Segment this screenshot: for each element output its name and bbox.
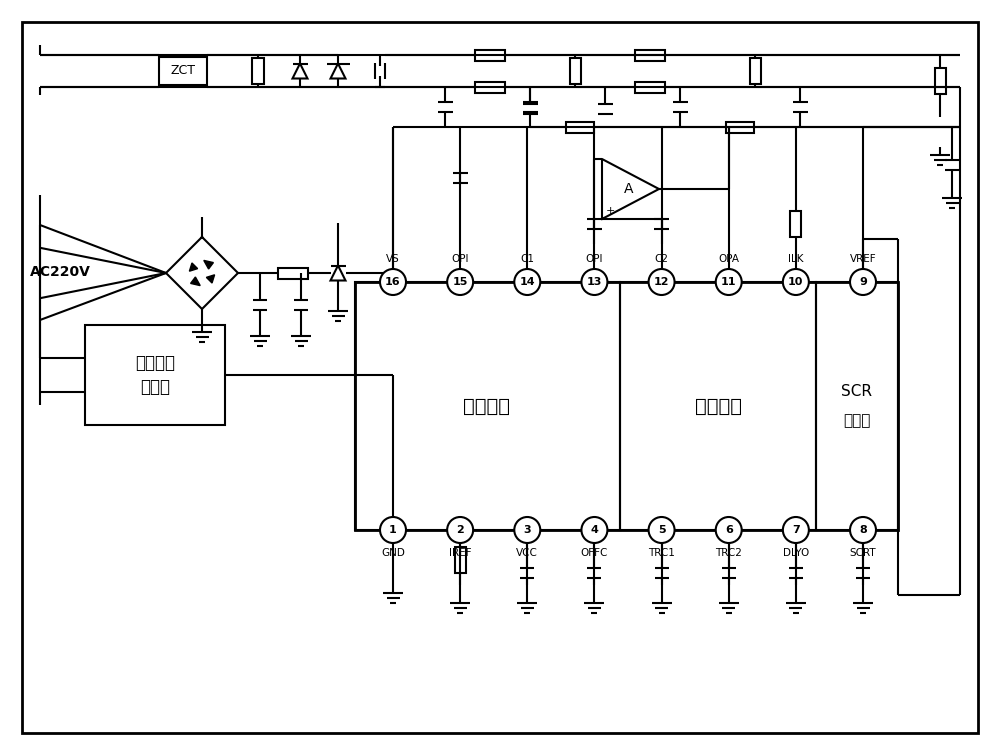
- Text: 11: 11: [721, 277, 736, 287]
- Text: VCC: VCC: [516, 548, 538, 558]
- Bar: [566, 122, 594, 132]
- Circle shape: [581, 269, 607, 295]
- Text: 3: 3: [523, 525, 531, 535]
- Text: IREF: IREF: [449, 548, 471, 558]
- Bar: [475, 82, 505, 93]
- Text: 12: 12: [654, 277, 669, 287]
- Text: 2: 2: [456, 525, 464, 535]
- Polygon shape: [204, 260, 213, 269]
- Polygon shape: [189, 263, 198, 271]
- Circle shape: [649, 269, 675, 295]
- Text: TRC1: TRC1: [648, 548, 675, 558]
- Text: ILK: ILK: [788, 254, 804, 264]
- Text: C2: C2: [655, 254, 669, 264]
- Circle shape: [649, 517, 675, 543]
- Text: OPI: OPI: [451, 254, 469, 264]
- Text: 7: 7: [792, 525, 800, 535]
- Bar: [355, 282, 898, 530]
- Text: 5: 5: [658, 525, 665, 535]
- Text: 漏电检测: 漏电检测: [694, 396, 742, 415]
- Bar: [252, 58, 264, 84]
- Text: 电源电路: 电源电路: [464, 396, 511, 415]
- Text: OFFC: OFFC: [581, 548, 608, 558]
- Text: C1: C1: [520, 254, 534, 264]
- Text: VREF: VREF: [850, 254, 876, 264]
- Bar: [816, 282, 898, 530]
- Text: 4: 4: [590, 525, 598, 535]
- Circle shape: [380, 517, 406, 543]
- Text: SCRT: SCRT: [850, 548, 876, 558]
- Bar: [85, 325, 225, 425]
- Bar: [750, 58, 761, 84]
- Text: A: A: [624, 182, 633, 196]
- Circle shape: [514, 269, 540, 295]
- Text: 13: 13: [587, 277, 602, 287]
- Polygon shape: [191, 277, 200, 285]
- Text: AC220V: AC220V: [30, 266, 91, 279]
- Bar: [790, 211, 801, 237]
- Circle shape: [447, 269, 473, 295]
- Bar: [570, 58, 580, 84]
- Text: 分合闸操: 分合闸操: [135, 354, 175, 372]
- Text: TRC2: TRC2: [715, 548, 742, 558]
- Text: VS: VS: [386, 254, 400, 264]
- Text: 15: 15: [452, 277, 468, 287]
- Text: 驱动器: 驱动器: [843, 414, 871, 429]
- Bar: [635, 82, 665, 93]
- Text: 1: 1: [389, 525, 397, 535]
- Text: 16: 16: [385, 277, 401, 287]
- Text: OPA: OPA: [718, 254, 739, 264]
- Text: 10: 10: [788, 277, 804, 287]
- Bar: [355, 282, 620, 530]
- Text: DLYO: DLYO: [783, 548, 809, 558]
- Text: 9: 9: [859, 277, 867, 287]
- Bar: [278, 267, 308, 279]
- Text: SCR: SCR: [842, 384, 872, 399]
- Bar: [620, 282, 816, 530]
- Bar: [726, 122, 754, 132]
- Circle shape: [783, 269, 809, 295]
- Bar: [475, 50, 505, 60]
- Text: 6: 6: [725, 525, 733, 535]
- Text: 8: 8: [859, 525, 867, 535]
- Circle shape: [581, 517, 607, 543]
- Text: GND: GND: [381, 548, 405, 558]
- Circle shape: [783, 517, 809, 543]
- Circle shape: [380, 269, 406, 295]
- Text: 动机构: 动机构: [140, 378, 170, 396]
- Text: ZCT: ZCT: [170, 64, 196, 78]
- Circle shape: [716, 517, 742, 543]
- Circle shape: [850, 517, 876, 543]
- Bar: [159, 57, 207, 85]
- Bar: [934, 68, 946, 94]
- Circle shape: [514, 517, 540, 543]
- Text: OPI: OPI: [586, 254, 603, 264]
- Circle shape: [447, 517, 473, 543]
- Bar: [635, 50, 665, 60]
- Circle shape: [716, 269, 742, 295]
- Bar: [455, 547, 466, 573]
- Circle shape: [850, 269, 876, 295]
- Text: +: +: [605, 206, 615, 216]
- Text: 14: 14: [519, 277, 535, 287]
- Polygon shape: [206, 275, 215, 283]
